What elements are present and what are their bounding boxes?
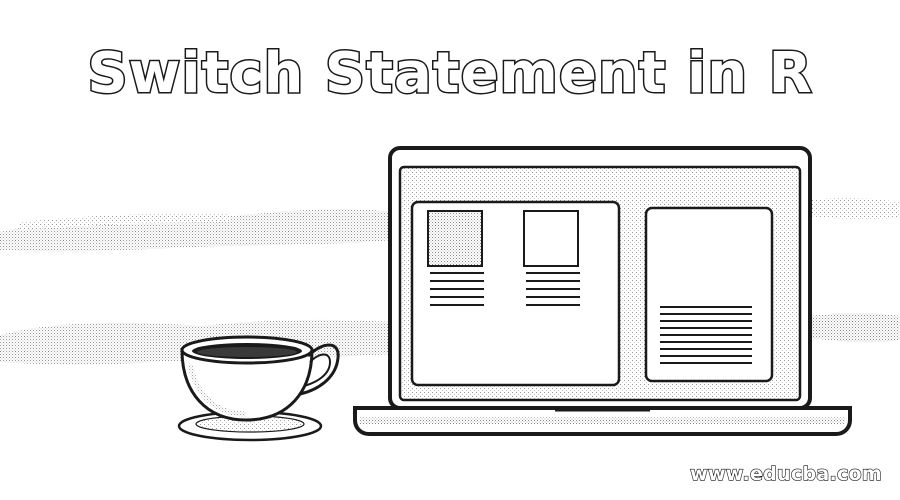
coffee-cup — [180, 335, 340, 422]
banner-title: Switch Statement in R — [86, 40, 813, 108]
laptop — [353, 146, 852, 436]
screen-right-window — [644, 206, 774, 383]
cloud-band-upper — [0, 197, 900, 252]
screen-left-window — [410, 200, 621, 387]
site-watermark: www.educba.com — [690, 462, 883, 485]
